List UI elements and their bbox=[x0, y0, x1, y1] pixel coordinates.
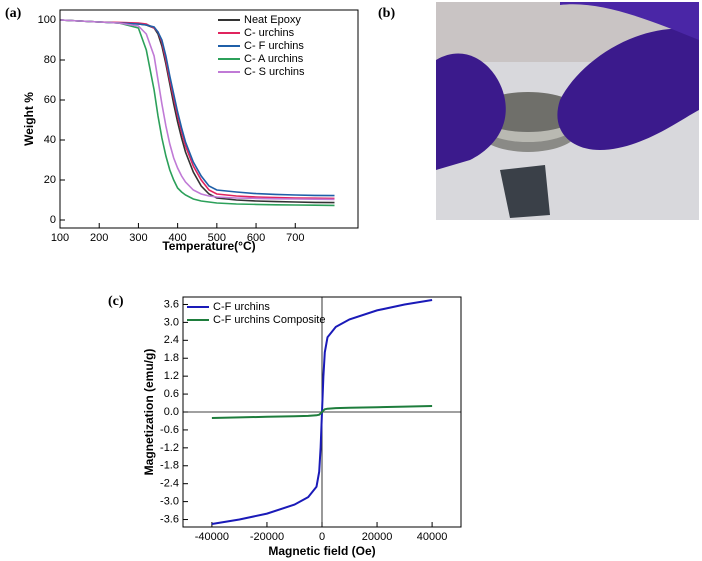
y-tick-label: 1.2 bbox=[164, 370, 179, 382]
photo-glove bbox=[560, 2, 699, 40]
y-tick-label: -1.2 bbox=[160, 442, 179, 454]
legend-label: C-F urchins bbox=[213, 301, 270, 313]
y-tick-label: -2.4 bbox=[160, 478, 179, 490]
legend-label: Neat Epoxy bbox=[244, 14, 301, 26]
y-tick-label: -1.8 bbox=[160, 460, 179, 472]
x-tick-label: 200 bbox=[90, 232, 108, 244]
plot-frame bbox=[182, 296, 462, 528]
x-tick-label: 400 bbox=[168, 232, 186, 244]
y-tick-label: 0.6 bbox=[164, 388, 179, 400]
x-tick-label: 100 bbox=[51, 232, 69, 244]
y-tick-label: 40 bbox=[44, 134, 56, 146]
x-axis-label: Temperature(°C) bbox=[162, 239, 255, 253]
y-tick-label: 60 bbox=[44, 94, 56, 106]
legend-label: C- urchins bbox=[244, 27, 295, 39]
x-tick-label: 300 bbox=[129, 232, 147, 244]
data-line bbox=[211, 405, 433, 419]
photo-glove bbox=[436, 53, 506, 170]
panel-label: (a) bbox=[5, 6, 22, 21]
photo-glove bbox=[557, 28, 699, 151]
y-tick-label: -3.6 bbox=[160, 513, 179, 525]
y-tick-label: 2.4 bbox=[164, 334, 179, 346]
x-tick-label: 40000 bbox=[417, 531, 448, 543]
x-tick-label: 0 bbox=[319, 531, 325, 543]
photo: (b) bbox=[378, 2, 699, 220]
x-tick-label: -20000 bbox=[250, 531, 284, 543]
legend-label: C- S urchins bbox=[244, 66, 305, 78]
data-line bbox=[59, 19, 335, 200]
data-line bbox=[59, 19, 335, 201]
y-axis-label: Weight % bbox=[22, 92, 36, 146]
y-tick-label: 3.0 bbox=[164, 316, 179, 328]
x-tick-label: -40000 bbox=[195, 531, 229, 543]
y-tick-label: 0 bbox=[50, 214, 56, 226]
x-tick-label: 500 bbox=[208, 232, 226, 244]
data-line bbox=[59, 19, 335, 197]
y-tick-label: 1.8 bbox=[164, 352, 179, 364]
data-line bbox=[59, 19, 335, 207]
plot-frame bbox=[59, 9, 359, 229]
panel-label: (b) bbox=[378, 6, 395, 21]
y-tick-label: 100 bbox=[38, 14, 56, 26]
y-tick-label: 20 bbox=[44, 174, 56, 186]
legend-label: C- A urchins bbox=[244, 53, 304, 65]
x-tick-label: 700 bbox=[286, 232, 304, 244]
photo-sample bbox=[500, 165, 550, 218]
y-tick-label: 80 bbox=[44, 54, 56, 66]
x-axis-label: Magnetic field (Oe) bbox=[268, 544, 375, 558]
y-tick-label: -0.6 bbox=[160, 424, 179, 436]
y-tick-label: 0.0 bbox=[164, 406, 179, 418]
y-axis-label: Magnetization (emu/g) bbox=[142, 349, 156, 476]
x-tick-label: 600 bbox=[247, 232, 265, 244]
y-tick-label: 3.6 bbox=[164, 298, 179, 310]
panel-label: (c) bbox=[108, 294, 124, 309]
y-tick-label: -3.0 bbox=[160, 496, 179, 508]
legend-label: C- F urchins bbox=[244, 40, 304, 52]
x-tick-label: 20000 bbox=[362, 531, 393, 543]
legend-label: C-F urchins Composite bbox=[213, 314, 325, 326]
